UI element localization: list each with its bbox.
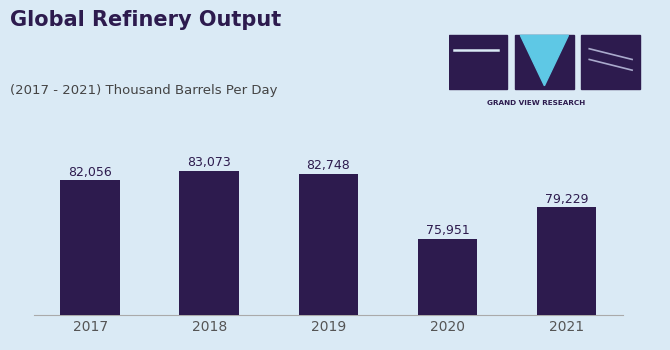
Bar (299, 174, 358, 350)
Text: 79,229: 79,229 (545, 193, 588, 206)
Text: 82,056: 82,056 (68, 166, 112, 179)
Text: 75,951: 75,951 (425, 224, 469, 237)
Text: 82,748: 82,748 (306, 159, 350, 172)
Polygon shape (521, 35, 568, 86)
Bar (180, 170, 239, 350)
Bar (537, 208, 596, 350)
Bar (60, 180, 120, 350)
Text: (2017 - 2021) Thousand Barrels Per Day: (2017 - 2021) Thousand Barrels Per Day (10, 84, 277, 97)
Bar (582, 35, 640, 89)
Text: GRAND VIEW RESEARCH: GRAND VIEW RESEARCH (488, 100, 586, 106)
Bar (449, 35, 507, 89)
Text: 83,073: 83,073 (188, 156, 231, 169)
Text: Global Refinery Output: Global Refinery Output (10, 10, 281, 30)
Bar (515, 35, 574, 89)
Bar (417, 239, 477, 350)
